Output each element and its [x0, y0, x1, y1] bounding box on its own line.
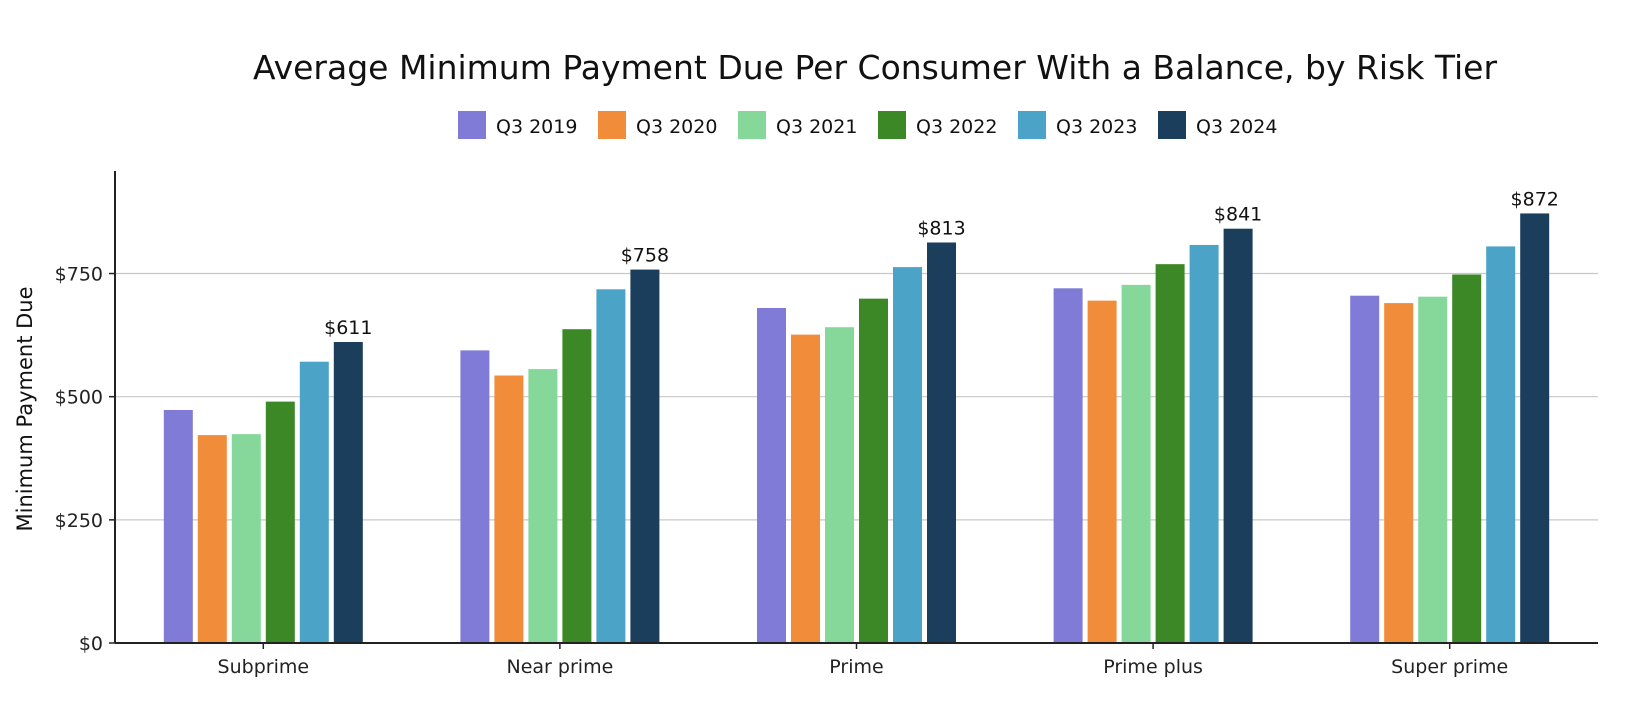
x-tick-label: Subprime	[218, 656, 310, 678]
bar	[231, 434, 261, 643]
data-label: $758	[621, 245, 669, 267]
bar	[1053, 288, 1083, 643]
bar	[927, 242, 956, 643]
bar	[1384, 303, 1414, 643]
y-tick-label: $250	[55, 510, 103, 532]
bar	[1486, 246, 1516, 643]
bar	[859, 298, 888, 643]
y-tick-label: $500	[55, 387, 103, 409]
bar	[825, 327, 854, 643]
legend-swatch	[1158, 111, 1186, 139]
data-label: $841	[1214, 204, 1262, 226]
bar	[299, 361, 329, 643]
bar	[1087, 300, 1117, 643]
bar	[630, 269, 660, 643]
legend-label: Q3 2024	[1196, 116, 1277, 138]
bar	[197, 435, 227, 643]
x-tick-label: Near prime	[507, 656, 614, 678]
legend-swatch	[458, 111, 486, 139]
bar	[596, 289, 626, 643]
data-label: $611	[324, 317, 372, 339]
legend-swatch	[1018, 111, 1046, 139]
bar	[494, 375, 524, 643]
legend-swatch	[878, 111, 906, 139]
bars: $611 $758 $813 $841 $872	[163, 188, 1559, 644]
bar	[1189, 244, 1219, 644]
legend-label: Q3 2023	[1056, 116, 1137, 138]
bar	[265, 401, 295, 643]
legend-swatch	[598, 111, 626, 139]
y-axis-label: Minimum Payment Due	[13, 286, 37, 531]
bar	[1223, 228, 1253, 643]
legend-label: Q3 2019	[496, 116, 577, 138]
data-label: $813	[917, 217, 965, 239]
bar	[1520, 213, 1550, 643]
x-tick-label: Prime plus	[1103, 656, 1203, 678]
bar	[1452, 274, 1482, 643]
bar	[163, 409, 193, 643]
data-label: $872	[1511, 188, 1559, 210]
x-tick-label: Super prime	[1391, 656, 1508, 678]
legend-swatch	[738, 111, 766, 139]
bar	[1418, 296, 1448, 643]
legend-label: Q3 2021	[776, 116, 857, 138]
bar	[1350, 295, 1380, 643]
legend-label: Q3 2022	[916, 116, 997, 138]
bar	[460, 350, 490, 643]
bar	[791, 334, 820, 643]
y-tick-label: $750	[55, 264, 103, 286]
bar	[333, 342, 363, 643]
bar	[757, 308, 786, 643]
legend-label: Q3 2020	[636, 116, 717, 138]
bar	[562, 329, 592, 643]
bar	[1155, 264, 1185, 643]
y-tick-label: $0	[79, 633, 103, 655]
legend: Q3 2019 Q3 2020 Q3 2021 Q3 2022 Q3 2023 Q3 20…	[458, 111, 1277, 139]
bar	[1121, 284, 1151, 643]
axes: $0 $250 $500 $750 Subprime Near prime Prime Pri…	[55, 171, 1598, 678]
bar	[528, 369, 558, 643]
x-tick-label: Prime	[829, 656, 883, 678]
chart-title: Average Minimum Payment Due Per Consumer…	[253, 48, 1498, 87]
bar	[893, 267, 922, 643]
